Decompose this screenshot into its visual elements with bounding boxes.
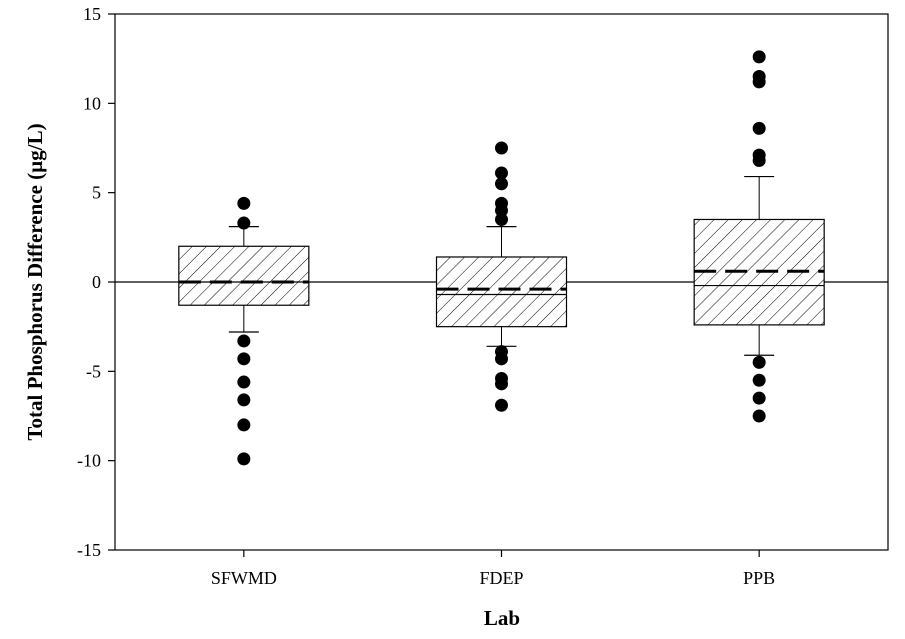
outlier-point — [237, 352, 251, 366]
outlier-point — [752, 355, 766, 369]
outlier-point — [752, 373, 766, 387]
outlier-point — [237, 334, 251, 348]
outlier-point — [237, 375, 251, 389]
outlier-point — [495, 166, 508, 180]
x-tick-label: PPB — [743, 568, 775, 588]
outlier-point — [752, 75, 766, 89]
y-tick-label: -15 — [77, 540, 101, 560]
outlier-point — [495, 177, 508, 191]
y-tick-label: 0 — [92, 272, 101, 292]
box-group-sfwmd — [178, 196, 310, 466]
outlier-point — [495, 377, 508, 391]
x-tick-label: SFWMD — [211, 568, 277, 588]
outlier-point — [237, 393, 251, 407]
outlier-point — [237, 452, 251, 466]
y-tick-label: 10 — [83, 93, 101, 113]
y-axis-title: Total Phosphorus Difference (µg/L) — [23, 123, 47, 440]
y-tick-label: 15 — [83, 4, 101, 24]
outlier-point — [237, 196, 251, 210]
outlier-point — [752, 154, 766, 168]
outlier-point — [752, 121, 766, 135]
outlier-point — [495, 204, 508, 218]
outlier-point — [495, 398, 508, 412]
outlier-point — [752, 50, 766, 64]
outlier-point — [495, 212, 508, 226]
y-tick-label: -10 — [77, 451, 101, 471]
y-tick-label: 5 — [92, 183, 101, 203]
outlier-point — [495, 352, 508, 366]
outlier-point — [495, 141, 508, 155]
x-tick-label: FDEP — [479, 568, 523, 588]
box-iqr — [435, 256, 568, 328]
box-group-fdep — [435, 141, 568, 412]
outlier-point — [237, 216, 251, 230]
outlier-point — [752, 391, 766, 405]
y-tick-label: -5 — [86, 361, 101, 381]
box-iqr — [178, 245, 310, 306]
outlier-point — [237, 418, 251, 432]
box-group-ppb — [693, 50, 825, 423]
x-axis-title: Lab — [484, 606, 520, 630]
outlier-point — [752, 409, 766, 423]
